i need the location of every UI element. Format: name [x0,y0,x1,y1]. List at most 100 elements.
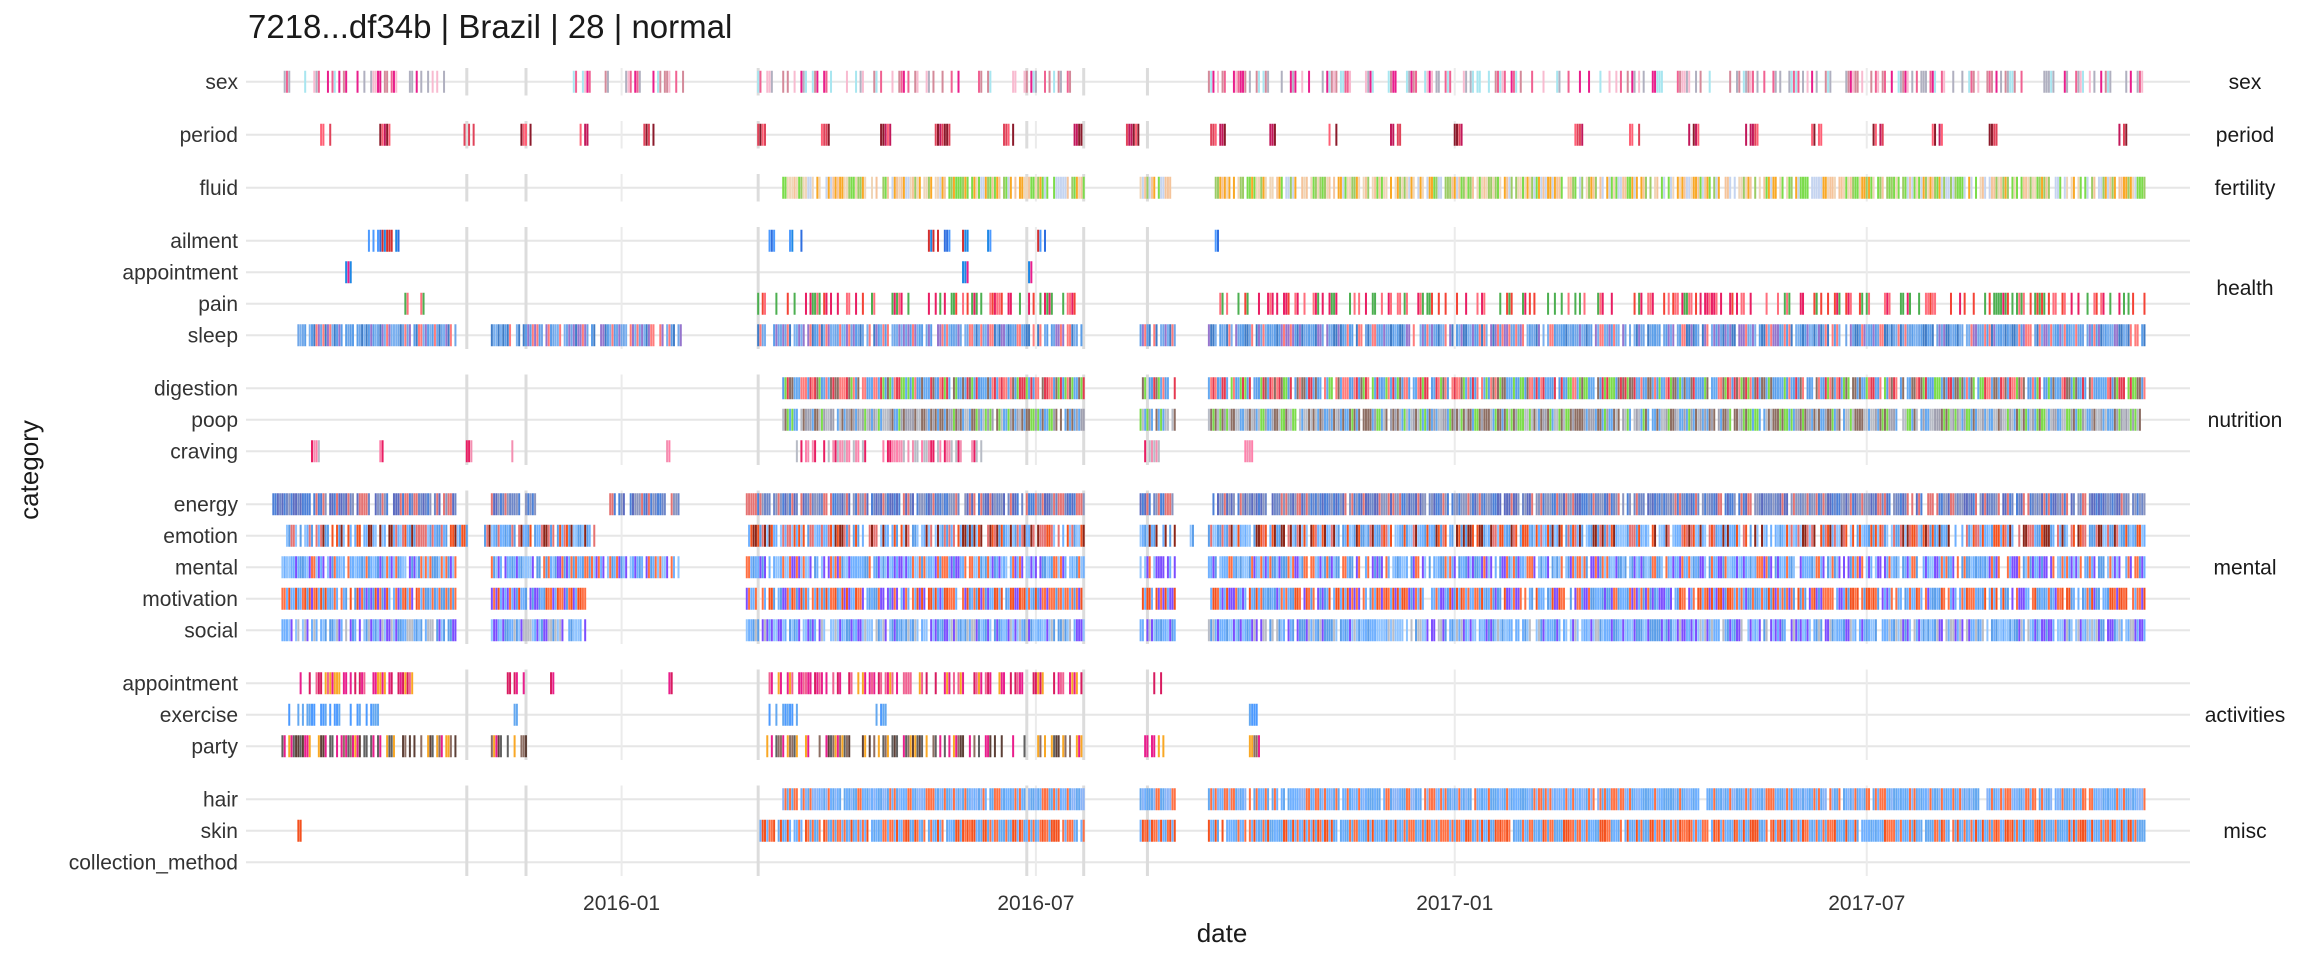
event-mark [1050,377,1053,400]
event-mark [750,493,753,516]
event-mark [1239,556,1242,579]
event-mark [408,493,411,516]
event-mark [866,377,869,400]
event-mark [1949,292,1952,315]
event-mark [1189,524,1192,547]
event-mark [1442,408,1445,431]
event-mark [1078,123,1081,146]
event-mark [975,176,978,199]
event-mark [1868,324,1871,347]
event-mark [443,493,446,516]
event-mark [1592,556,1595,579]
event-mark [1943,493,1946,516]
event-mark [1984,408,1987,431]
event-mark [320,324,323,347]
event-mark [1695,292,1698,315]
event-mark [586,524,589,547]
event-mark [882,556,885,579]
event-mark [1230,493,1233,516]
event-mark [1893,493,1896,516]
event-mark [1808,493,1811,516]
event-mark [1374,556,1377,579]
event-mark [875,176,878,199]
event-mark [1337,377,1340,400]
event-mark [1364,292,1367,315]
event-mark [438,324,441,347]
event-mark [668,324,671,347]
event-mark [295,524,298,547]
event-mark [1328,123,1331,146]
event-mark [1849,493,1852,516]
event-mark [1169,176,1172,199]
event-mark [1993,377,1996,400]
event-mark [2000,524,2003,547]
event-mark [1820,377,1823,400]
event-mark [1631,377,1634,400]
event-mark [374,493,377,516]
event-mark [795,493,798,516]
event-mark [896,324,899,347]
event-mark [1654,556,1657,579]
event-mark [1519,377,1522,400]
event-mark [2045,324,2048,347]
event-mark [1701,524,1704,547]
event-mark [315,324,318,347]
event-mark [1451,556,1454,579]
event-mark [304,556,307,579]
event-mark [418,493,421,516]
event-mark [864,556,867,579]
event-mark [2045,377,2048,400]
event-mark [1506,408,1509,431]
event-mark [361,324,364,347]
event-mark [1681,176,1684,199]
event-mark [2061,493,2064,516]
event-mark [1779,556,1782,579]
event-mark [2077,556,2080,579]
event-mark [565,524,568,547]
event-mark [342,524,345,547]
event-mark [1938,556,1941,579]
event-mark [1046,324,1049,347]
event-mark [1574,524,1577,547]
event-mark [962,176,965,199]
event-mark [1071,324,1074,347]
event-mark [1358,324,1361,347]
event-mark [937,524,940,547]
event-mark [331,556,334,579]
event-mark [2066,556,2069,579]
event-mark [987,324,990,347]
event-mark [989,176,992,199]
event-mark [1551,377,1554,400]
event-mark [1590,408,1593,431]
event-mark [977,556,980,579]
event-mark [1226,556,1229,579]
event-mark [522,524,525,547]
event-mark [2004,292,2007,315]
event-mark [1883,524,1886,547]
event-mark [907,377,910,400]
event-mark [1415,524,1418,547]
event-mark [955,324,958,347]
event-mark [946,440,949,463]
event-mark [433,324,436,347]
event-mark [964,229,967,252]
event-mark [1064,176,1067,199]
event-mark [1763,524,1766,547]
event-mark [1050,324,1053,347]
event-mark [2002,408,2005,431]
event-mark [804,377,807,400]
event-mark [1906,324,1909,347]
event-mark [1847,70,1850,93]
event-mark [870,176,873,199]
event-mark [841,377,844,400]
event-mark [1945,493,1948,516]
event-mark [798,324,801,347]
event-mark [2102,292,2105,315]
event-mark [814,556,817,579]
event-mark [1437,292,1440,315]
event-mark [786,176,789,199]
event-mark [1446,408,1449,431]
event-mark [1902,176,1905,199]
event-mark [1563,493,1566,516]
event-mark [870,292,873,315]
